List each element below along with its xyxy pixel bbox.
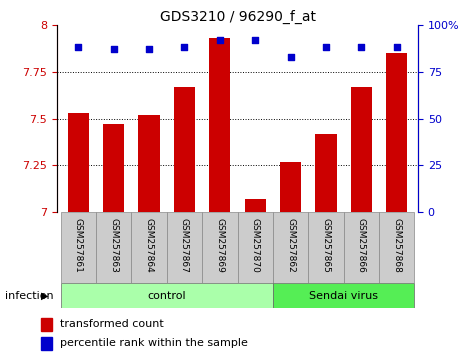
Point [75, 45, 82, 50]
Text: GSM257861: GSM257861 [74, 218, 83, 273]
Text: control: control [147, 291, 186, 301]
Bar [245, 199, 266, 212]
Bar [280, 162, 301, 212]
Bar [273, 212, 308, 283]
Text: GSM257864: GSM257864 [144, 218, 153, 273]
Point [145, 46, 153, 52]
Bar [96, 212, 131, 283]
Point [180, 45, 188, 50]
Bar [60, 283, 273, 308]
Bar [202, 212, 238, 283]
Point [287, 54, 294, 59]
Bar [386, 53, 408, 212]
Text: percentile rank within the sample: percentile rank within the sample [60, 338, 248, 348]
Point [216, 37, 224, 42]
Text: GSM257868: GSM257868 [392, 218, 401, 273]
Text: GSM257862: GSM257862 [286, 218, 295, 273]
Point [358, 45, 365, 50]
Bar [379, 212, 415, 283]
Bar [209, 38, 230, 212]
Bar [238, 212, 273, 283]
Bar [103, 124, 124, 212]
Bar [351, 87, 372, 212]
Bar [344, 212, 379, 283]
Point [393, 45, 400, 50]
Point [322, 45, 330, 50]
Title: GDS3210 / 96290_f_at: GDS3210 / 96290_f_at [160, 10, 315, 24]
Text: GSM257866: GSM257866 [357, 218, 366, 273]
Text: GSM257865: GSM257865 [322, 218, 331, 273]
Point [251, 37, 259, 42]
Bar [41, 337, 52, 350]
Text: GSM257863: GSM257863 [109, 218, 118, 273]
Bar [41, 318, 52, 331]
Text: transformed count: transformed count [60, 319, 164, 329]
Text: GSM257870: GSM257870 [251, 218, 260, 273]
Bar [273, 283, 415, 308]
Bar [315, 133, 337, 212]
Bar [167, 212, 202, 283]
Bar [67, 113, 89, 212]
Text: GSM257867: GSM257867 [180, 218, 189, 273]
Bar [131, 212, 167, 283]
Text: ▶: ▶ [41, 291, 49, 301]
Point [110, 46, 117, 52]
Text: Sendai virus: Sendai virus [309, 291, 378, 301]
Text: infection: infection [5, 291, 53, 301]
Text: GSM257869: GSM257869 [215, 218, 224, 273]
Bar [60, 212, 96, 283]
Bar [174, 87, 195, 212]
Bar [308, 212, 344, 283]
Bar [138, 115, 160, 212]
